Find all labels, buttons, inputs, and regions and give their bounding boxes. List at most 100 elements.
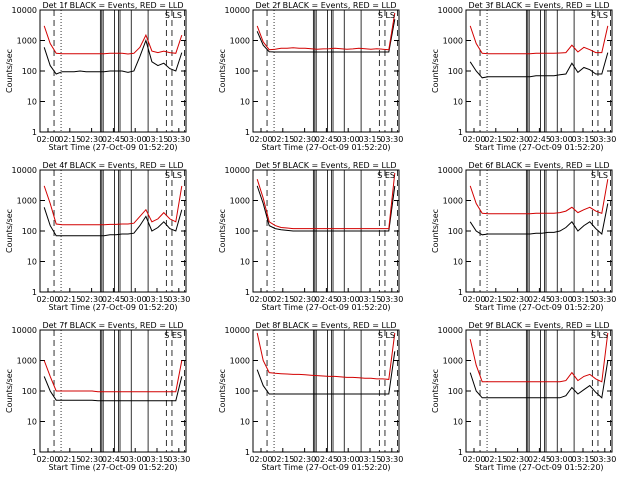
- events-series-line: [43, 207, 183, 237]
- y-tick-label: 1000: [17, 197, 37, 206]
- x-tick-label: 02:00: [249, 295, 272, 304]
- panel-title: Det 6f BLACK = Events, RED = LLD: [468, 161, 609, 170]
- x-tick-label: 03:00: [337, 135, 360, 144]
- y-tick-label: 1: [245, 288, 250, 297]
- x-tick-label: 02:45: [528, 455, 551, 464]
- x-tick-label: 03:30: [167, 295, 190, 304]
- y-axis-label: Counts/sec: [431, 49, 440, 93]
- x-axis-label: Start Time (27-Oct-09 01:52:20): [261, 143, 390, 152]
- x-tick-label: 02:15: [271, 455, 294, 464]
- y-tick-label: 100: [448, 67, 463, 76]
- y-tick-label: 10000: [12, 6, 37, 15]
- y-tick-label: 10: [27, 418, 37, 427]
- events-series-line: [469, 360, 609, 399]
- lld-series-line: [256, 12, 396, 51]
- x-tick-label: 02:45: [315, 135, 338, 144]
- y-tick-label: 10000: [12, 166, 37, 175]
- y-tick-label: 1000: [17, 357, 37, 366]
- x-tick-label: 02:45: [102, 295, 125, 304]
- events-series-line: [469, 52, 609, 79]
- events-series-line: [256, 351, 396, 395]
- y-tick-label: 10000: [225, 326, 250, 335]
- marker-labels: S LS: [591, 11, 608, 20]
- x-tick-label: 02:00: [462, 295, 485, 304]
- lld-series-line: [469, 179, 609, 215]
- lld-series-line: [256, 172, 396, 230]
- plot-frame: [252, 329, 400, 453]
- x-tick-label: 03:30: [593, 295, 616, 304]
- y-tick-label: 10000: [438, 166, 463, 175]
- y-axis-label: Counts/sec: [5, 369, 14, 413]
- x-tick-label: 02:30: [293, 455, 316, 464]
- x-tick-label: 03:00: [124, 135, 147, 144]
- x-tick-label: 03:15: [145, 135, 168, 144]
- y-tick-label: 1000: [443, 357, 463, 366]
- marker-labels: S LS: [378, 331, 395, 340]
- x-tick-label: 02:15: [58, 135, 81, 144]
- panel-8: Det 8f BLACK = Events, RED = LLD 1 10 100 10…: [218, 321, 403, 472]
- x-tick-label: 03:00: [337, 455, 360, 464]
- x-tick-label: 02:15: [484, 455, 507, 464]
- lld-series-line: [43, 360, 183, 393]
- panel-title: Det 2f BLACK = Events, RED = LLD: [255, 1, 396, 10]
- y-tick-label: 100: [22, 387, 37, 396]
- y-tick-label: 1: [458, 448, 463, 457]
- y-tick-label: 1: [32, 288, 37, 297]
- y-tick-label: 100: [235, 227, 250, 236]
- x-axis-label: Start Time (27-Oct-09 01:52:20): [474, 463, 603, 472]
- y-tick-label: 10000: [225, 166, 250, 175]
- x-tick-label: 02:00: [36, 455, 59, 464]
- y-tick-label: 10: [27, 98, 37, 107]
- x-axis-label: Start Time (27-Oct-09 01:52:20): [474, 143, 603, 152]
- events-series-line: [43, 38, 183, 75]
- y-tick-label: 10: [27, 258, 37, 267]
- y-tick-label: 10: [453, 258, 463, 267]
- y-tick-label: 10000: [225, 6, 250, 15]
- plot-frame: [465, 329, 613, 453]
- plot-frame: [39, 169, 187, 293]
- lld-series-line: [43, 185, 183, 226]
- marker-labels: S ES: [377, 171, 395, 180]
- y-tick-label: 1: [458, 288, 463, 297]
- panel-1: Det 1f BLACK = Events, RED = LLD 1 10 100 10…: [5, 1, 190, 152]
- panel-9: Det 9f BLACK = Events, RED = LLD 1 10 100 10…: [431, 321, 616, 472]
- y-axis-label: Counts/sec: [218, 49, 227, 93]
- x-tick-label: 02:00: [462, 455, 485, 464]
- x-tick-label: 02:15: [271, 135, 294, 144]
- marker-labels: S LS: [165, 11, 182, 20]
- y-axis-label: Counts/sec: [218, 369, 227, 413]
- x-tick-label: 02:00: [36, 135, 59, 144]
- x-tick-label: 03:00: [550, 135, 573, 144]
- x-tick-label: 02:15: [58, 295, 81, 304]
- y-axis-label: Counts/sec: [218, 209, 227, 253]
- panel-title: Det 7f BLACK = Events, RED = LLD: [42, 321, 183, 330]
- panel-7: Det 7f BLACK = Events, RED = LLD 1 10 100 10…: [5, 321, 190, 472]
- y-tick-label: 1: [32, 128, 37, 137]
- panel-5: Det 5f BLACK = Events, RED = LLD 1 10 100 10…: [218, 161, 403, 312]
- lld-series-line: [256, 332, 396, 380]
- x-tick-label: 03:15: [145, 455, 168, 464]
- x-axis-label: Start Time (27-Oct-09 01:52:20): [261, 463, 390, 472]
- x-tick-label: 03:00: [124, 295, 147, 304]
- x-tick-label: 02:45: [102, 135, 125, 144]
- x-tick-label: 02:30: [506, 135, 529, 144]
- events-series-line: [469, 203, 609, 236]
- x-tick-label: 03:30: [380, 135, 403, 144]
- x-tick-label: 02:45: [315, 295, 338, 304]
- x-tick-label: 03:30: [380, 295, 403, 304]
- y-tick-label: 100: [235, 387, 250, 396]
- y-tick-label: 1000: [17, 37, 37, 46]
- panel-title: Det 3f BLACK = Events, RED = LLD: [468, 1, 609, 10]
- y-tick-label: 100: [235, 67, 250, 76]
- y-tick-label: 1: [245, 448, 250, 457]
- x-tick-label: 02:00: [249, 455, 272, 464]
- y-tick-label: 100: [22, 67, 37, 76]
- x-tick-label: 03:00: [550, 455, 573, 464]
- y-tick-label: 10000: [438, 326, 463, 335]
- x-tick-label: 03:30: [167, 135, 190, 144]
- x-axis-label: Start Time (27-Oct-09 01:52:20): [48, 303, 177, 312]
- x-tick-label: 03:15: [145, 295, 168, 304]
- panel-title: Det 1f BLACK = Events, RED = LLD: [42, 1, 183, 10]
- x-tick-label: 02:45: [102, 455, 125, 464]
